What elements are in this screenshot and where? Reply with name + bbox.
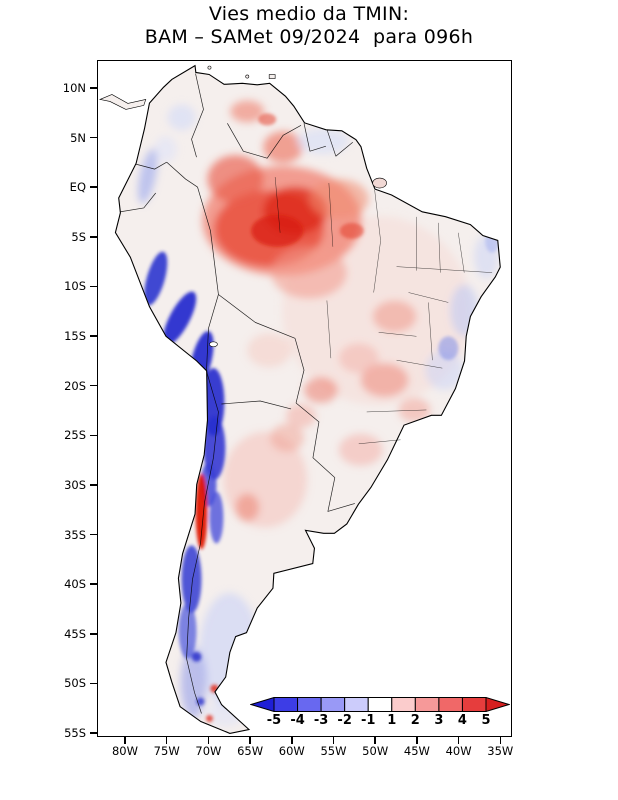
colorbar-tick-label: -2 [337,713,352,728]
lat-tick-mark [90,583,97,585]
lon-tick-mark [332,737,335,744]
lat-tick-label: 10N [62,81,86,95]
colorbar-tick-label: 1 [387,713,397,728]
country-borders [119,73,355,714]
lon-tick-mark [124,737,126,744]
figure-title: Vies medio da TMIN: BAM – SAMet 09/2024 … [0,3,618,49]
trinidad-island [268,74,276,79]
panama-isthmus [98,94,147,110]
colorbar-tick-label: 2 [410,713,420,728]
lon-tick-label: 50W [362,744,389,758]
lat-tick-label: 20S [64,378,86,393]
lon-tick-label: 55W [320,744,347,758]
land-base [115,65,501,734]
lat-tick-label: 5S [71,229,86,244]
lat-tick-mark [90,533,97,536]
lon-tick-mark [207,737,210,744]
caribbean-island [245,74,250,79]
lon-tick-mark [499,737,502,744]
lon-tick-label: 60W [278,744,305,758]
islands-and-lakes [98,65,387,348]
lat-tick-mark [90,285,97,288]
colorbar-tick-label: 3 [434,713,444,728]
south-america-bias-map [98,65,501,734]
lat-tick-label: 55S [64,726,86,740]
lon-tick-mark [416,737,418,744]
lon-tick-label: 75W [153,744,180,758]
state-borders [274,177,493,445]
lake-titicaca [209,341,218,348]
lon-tick-mark [374,737,376,744]
lat-tick-mark [90,136,97,139]
title-line-2: BAM – SAMet 09/2024 para 096h [144,26,474,48]
lat-tick-label: 45S [64,626,86,641]
lat-tick-mark [90,484,97,486]
lat-tick-label: 15S [64,329,86,344]
lat-tick-mark [90,87,97,89]
colorbar-tick-label: -4 [290,713,305,728]
lat-tick-mark [90,236,97,238]
colorbar-labels: -5 -4 -3 -2 -1 1 2 3 4 5 [250,712,510,729]
lat-tick-label: 5N [70,130,86,145]
lat-tick-mark [90,434,97,437]
lon-tick-label: 65W [237,744,264,758]
colorbar-tick-label: -1 [360,713,376,728]
lat-tick-mark [90,732,97,734]
lat-tick-mark [90,186,97,188]
lat-tick-label: 10S [64,279,86,294]
lat-tick-mark [90,633,97,635]
lon-tick-label: 35W [487,744,514,758]
title-line-1: Vies medio da TMIN: [208,3,410,25]
lat-axis: 10N 5N EQ 5S 10S 15S 20S 25S 30S 35S 40S 45S 50S 55S [0,60,86,740]
colorbar: -5 -4 -3 -2 -1 1 2 3 4 5 [250,697,510,731]
lon-tick-label: 40W [445,744,472,758]
caribbean-island [207,65,212,70]
lon-tick-mark [457,737,460,744]
colorbar-tick-label: -5 [266,713,282,728]
lon-tick-mark [249,737,251,744]
lon-tick-label: 80W [111,744,139,758]
lon-axis: 80W 75W 70W 65W 60W 55W 50W 45W 40W 35W [97,744,514,760]
map-frame [97,60,512,737]
colorbar-tick-label: 5 [481,713,491,728]
lat-tick-mark [90,335,97,337]
lat-tick-label: 35S [64,527,86,542]
lat-tick-mark [90,384,97,387]
lon-tick-label: 45W [403,744,430,758]
lat-tick-label: 40S [64,577,86,592]
colorbar-bar [250,697,510,712]
lat-tick-label: EQ [69,180,86,195]
lat-tick-label: 30S [64,477,86,492]
lon-tick-mark [291,737,293,744]
lat-tick-mark [90,682,97,685]
marajo-island [372,177,387,189]
lon-tick-mark [165,737,168,744]
lat-tick-label: 50S [64,676,86,691]
colorbar-tick-label: 4 [457,713,467,728]
lon-tick-label: 70W [195,744,222,758]
colorbar-tick-label: -3 [313,713,329,728]
lat-tick-label: 25S [64,428,86,443]
